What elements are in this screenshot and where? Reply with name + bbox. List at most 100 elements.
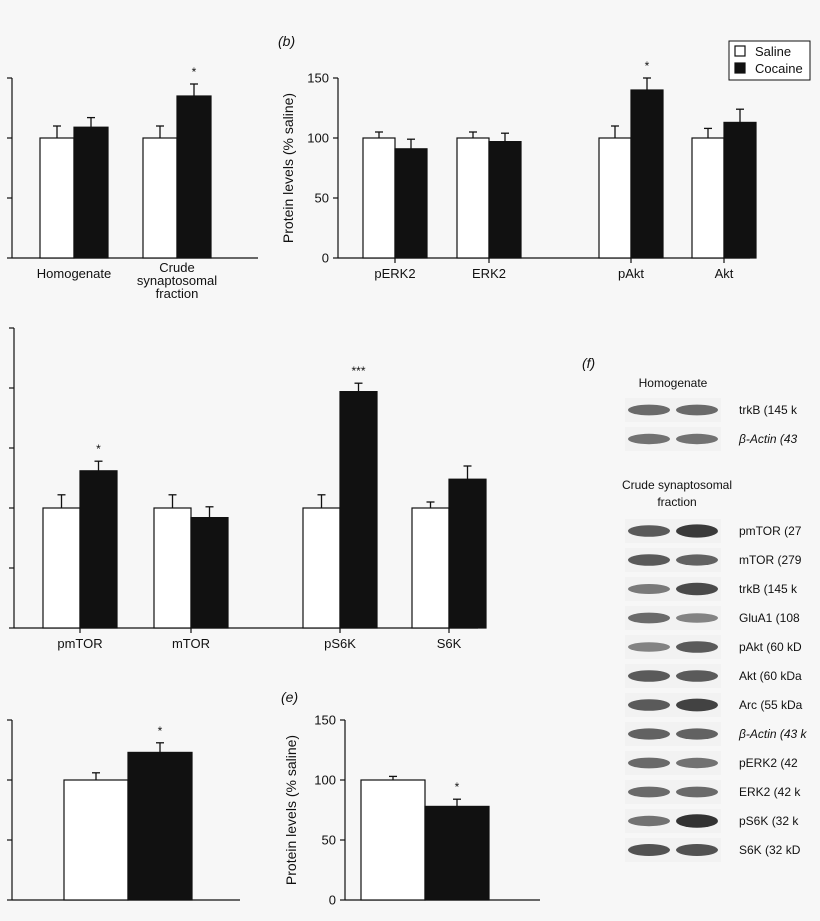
y-tick-label: 0	[322, 251, 329, 266]
blot-label: β-Actin (43	[738, 432, 798, 446]
band-saline	[628, 757, 670, 769]
chart-d: *	[7, 719, 240, 901]
legend-swatch-cocaine	[734, 62, 746, 74]
bar-saline	[142, 137, 178, 259]
band-cocaine	[676, 641, 718, 653]
chart-e: 0 50 100 150 Protein levels (% saline) *	[283, 713, 540, 908]
bar-group: *	[42, 442, 118, 629]
band-cocaine	[676, 698, 718, 712]
blot-label: trkB (145 k	[739, 403, 798, 417]
y-tick-label: 150	[307, 71, 329, 86]
blot-label: S6K (32 kD	[739, 843, 801, 857]
band-cocaine	[676, 404, 718, 416]
blot-label: mTOR (279	[739, 553, 802, 567]
bar-cocaine	[190, 516, 229, 629]
significance-marker: ***	[351, 364, 365, 378]
band-cocaine	[676, 728, 718, 740]
bar-group: *	[63, 724, 193, 901]
x-category-label: Akt	[715, 266, 734, 281]
x-category-label: pS6K	[324, 636, 356, 651]
bar-saline	[302, 507, 341, 629]
blot-row: pS6K (32 k	[625, 809, 799, 833]
band-cocaine	[676, 757, 718, 769]
blot-row: Arc (55 kDa	[625, 693, 803, 717]
bar-cocaine	[394, 148, 428, 259]
band-cocaine	[676, 433, 718, 445]
blot-row: pmTOR (27	[625, 519, 802, 543]
blot-label: pAkt (60 kD	[739, 640, 802, 654]
blot-row: ERK2 (42 k	[625, 780, 801, 804]
blot-row: mTOR (279	[625, 548, 802, 572]
x-category-label: fraction	[156, 286, 199, 301]
band-cocaine	[676, 554, 718, 566]
band-saline	[628, 642, 670, 652]
bar-group	[411, 465, 487, 629]
band-saline	[628, 525, 670, 537]
panel-label-b: (b)	[278, 33, 295, 49]
significance-marker: *	[192, 65, 197, 79]
panel-label-e: (e)	[281, 689, 298, 705]
x-category-label: pAkt	[618, 266, 644, 281]
blot-label: ERK2 (42 k	[739, 785, 801, 799]
band-saline	[628, 699, 670, 711]
blot-row: pAkt (60 kD	[625, 635, 802, 659]
bar-cocaine	[176, 95, 212, 259]
significance-marker: *	[96, 442, 101, 456]
bar-saline	[598, 137, 632, 259]
band-saline	[628, 554, 670, 566]
bar-saline	[411, 507, 450, 629]
bar-cocaine	[339, 391, 378, 629]
bar-saline	[42, 507, 81, 629]
bar-group	[153, 494, 229, 629]
y-tick-label: 150	[314, 713, 336, 728]
bar-group	[456, 131, 522, 259]
blot-label: pS6K (32 k	[739, 814, 799, 828]
band-cocaine	[676, 670, 718, 682]
y-tick-label: 100	[314, 773, 336, 788]
x-category-label: mTOR	[172, 636, 210, 651]
blot-label: β-Actin (43 k	[738, 727, 808, 741]
y-tick-label: 100	[307, 131, 329, 146]
legend-label-saline: Saline	[755, 44, 791, 59]
band-saline	[628, 815, 670, 827]
bar-cocaine	[723, 121, 757, 259]
band-cocaine	[676, 786, 718, 798]
blot-row: S6K (32 kD	[625, 838, 801, 862]
blot-label: Akt (60 kDa	[739, 669, 802, 683]
band-cocaine	[676, 582, 718, 596]
band-cocaine	[676, 814, 718, 828]
x-category-label: S6K	[437, 636, 462, 651]
bar-group: *	[360, 775, 490, 901]
panel-label-f: (f)	[582, 355, 595, 371]
x-category-label: synaptosomal	[137, 273, 217, 288]
bar-cocaine	[79, 470, 118, 629]
blot-label: pmTOR (27	[739, 524, 802, 538]
y-axis-label: Protein levels (% saline)	[280, 93, 296, 243]
bar-cocaine	[73, 126, 109, 259]
bar-cocaine	[448, 478, 487, 629]
band-saline	[628, 844, 670, 856]
band-saline	[628, 670, 670, 682]
bar-saline	[691, 137, 725, 259]
western-blots: Homogenate trkB (145 k β-Actin (43 Crude sy…	[622, 376, 808, 862]
blot-row: trkB (145 k	[625, 398, 798, 422]
y-tick-label: 50	[322, 833, 336, 848]
band-cocaine	[676, 524, 718, 538]
bar-saline	[63, 779, 129, 901]
bar-saline	[456, 137, 490, 259]
homogenate-title: Homogenate	[639, 376, 708, 390]
x-category-label: Crude	[159, 260, 194, 275]
blot-row: β-Actin (43	[625, 427, 798, 451]
band-saline	[628, 728, 670, 740]
bar-cocaine	[127, 751, 193, 901]
legend-label-cocaine: Cocaine	[755, 61, 803, 76]
y-tick-label: 50	[315, 191, 329, 206]
blot-label: pERK2 (42	[739, 756, 798, 770]
bar-saline	[362, 137, 396, 259]
bar-cocaine	[488, 141, 522, 259]
bar-group	[39, 116, 109, 259]
bar-cocaine	[424, 805, 490, 901]
blot-label: GluA1 (108	[739, 611, 800, 625]
